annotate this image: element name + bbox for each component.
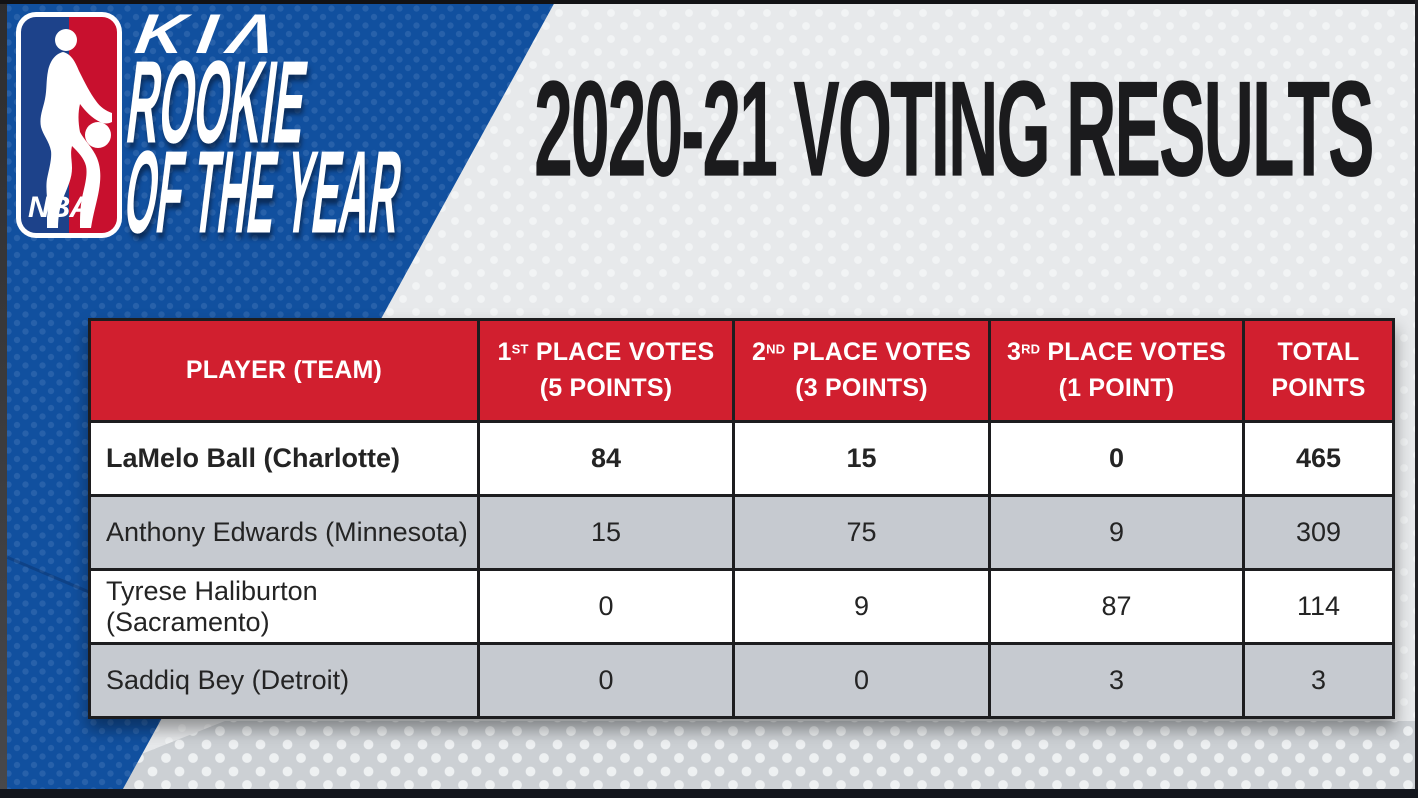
second-place-votes-cell: 15 xyxy=(735,423,988,494)
column-header-player: PLAYER (TEAM) xyxy=(91,321,477,420)
header-label: TOTAL xyxy=(1277,338,1360,366)
page-title: 2020-21 VOTING RESULTS xyxy=(534,53,1375,206)
basketball-player-icon xyxy=(40,29,113,228)
header-sublabel: (1 POINT) xyxy=(1058,373,1175,402)
third-place-votes-cell: 3 xyxy=(991,645,1242,716)
player-name-cell: Tyrese Haliburton (Sacramento) xyxy=(91,571,477,642)
award-title-line2: OF THE YEAR xyxy=(118,126,409,258)
third-place-votes-cell: 9 xyxy=(991,497,1242,568)
header-label: POINTS xyxy=(1271,373,1366,402)
player-name-cell: Anthony Edwards (Minnesota) xyxy=(91,497,477,568)
column-header-third-place: 3RD PLACE VOTES (1 POINT) xyxy=(991,321,1242,420)
header-sublabel: (5 POINTS) xyxy=(539,373,673,402)
column-header-total-points: TOTAL POINTS xyxy=(1245,321,1392,420)
player-name-cell: LaMelo Ball (Charlotte) xyxy=(91,423,477,494)
nba-wordmark: NBA xyxy=(28,191,91,224)
column-header-second-place: 2ND PLACE VOTES (3 POINTS) xyxy=(735,321,988,420)
frame-left-edge xyxy=(0,0,7,798)
total-points-cell: 465 xyxy=(1245,423,1392,494)
voting-results-table: PLAYER (TEAM) 1ST PLACE VOTES (5 POINTS)… xyxy=(88,318,1395,719)
first-place-votes-cell: 15 xyxy=(480,497,732,568)
frame-right-edge xyxy=(1415,0,1418,798)
header-label: 2ND PLACE VOTES xyxy=(751,338,972,366)
second-place-votes-cell: 9 xyxy=(735,571,988,642)
nba-logo-panel: NBA xyxy=(21,17,117,233)
first-place-votes-cell: 84 xyxy=(480,423,732,494)
player-name-cell: Saddiq Bey (Detroit) xyxy=(91,645,477,716)
header-sublabel: (3 POINTS) xyxy=(795,373,928,402)
ordinal-suffix: RD xyxy=(1021,341,1041,357)
third-place-votes-cell: 87 xyxy=(991,571,1242,642)
total-points-cell: 309 xyxy=(1245,497,1392,568)
ordinal-suffix: ND xyxy=(766,341,786,357)
first-place-votes-cell: 0 xyxy=(480,571,732,642)
header-label: 1ST PLACE VOTES xyxy=(497,338,715,366)
total-points-cell: 3 xyxy=(1245,645,1392,716)
third-place-votes-cell: 0 xyxy=(991,423,1242,494)
header-label: 3RD PLACE VOTES xyxy=(1006,338,1227,366)
frame-top-edge xyxy=(0,0,1418,4)
nba-logo: NBA xyxy=(16,12,122,238)
bottom-navy-bar xyxy=(0,789,1418,798)
ordinal-suffix: ST xyxy=(511,341,529,357)
column-header-first-place: 1ST PLACE VOTES (5 POINTS) xyxy=(480,321,732,420)
second-place-votes-cell: 75 xyxy=(735,497,988,568)
total-points-cell: 114 xyxy=(1245,571,1392,642)
second-place-votes-cell: 0 xyxy=(735,645,988,716)
first-place-votes-cell: 0 xyxy=(480,645,732,716)
header-label: PLAYER (TEAM) xyxy=(185,355,383,384)
